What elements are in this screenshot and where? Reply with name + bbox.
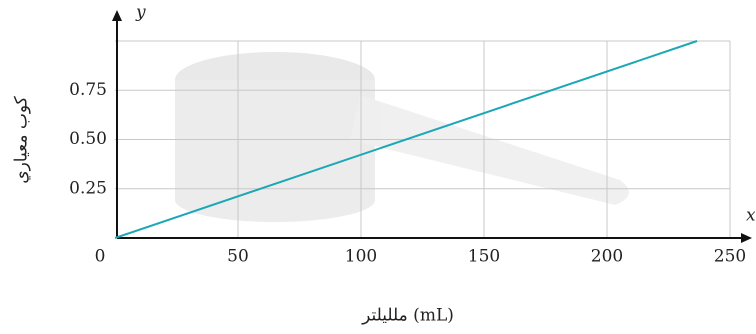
x-axis-symbol: x: [746, 206, 756, 226]
x-tick-label: 100: [345, 247, 377, 267]
x-tick-label: 0: [95, 247, 106, 267]
x-tick-label: 150: [468, 247, 500, 267]
y-tick-label: 0.25: [69, 178, 107, 198]
x-axis-label: ملليلتر (mL): [361, 306, 454, 326]
y-tick-label: 0.75: [69, 80, 107, 100]
background-cup: [175, 52, 629, 222]
y-axis-label: كوب معياري: [12, 95, 32, 183]
x-tick-label: 200: [591, 247, 623, 267]
y-axis-arrow: [112, 10, 122, 21]
y-axis-symbol: y: [135, 3, 146, 23]
data-line: [114, 40, 698, 239]
x-tick-label: 50: [227, 247, 249, 267]
x-tick-label: 250: [714, 247, 746, 267]
x-axis-arrow: [741, 233, 752, 243]
y-tick-label: 0.50: [69, 129, 107, 149]
